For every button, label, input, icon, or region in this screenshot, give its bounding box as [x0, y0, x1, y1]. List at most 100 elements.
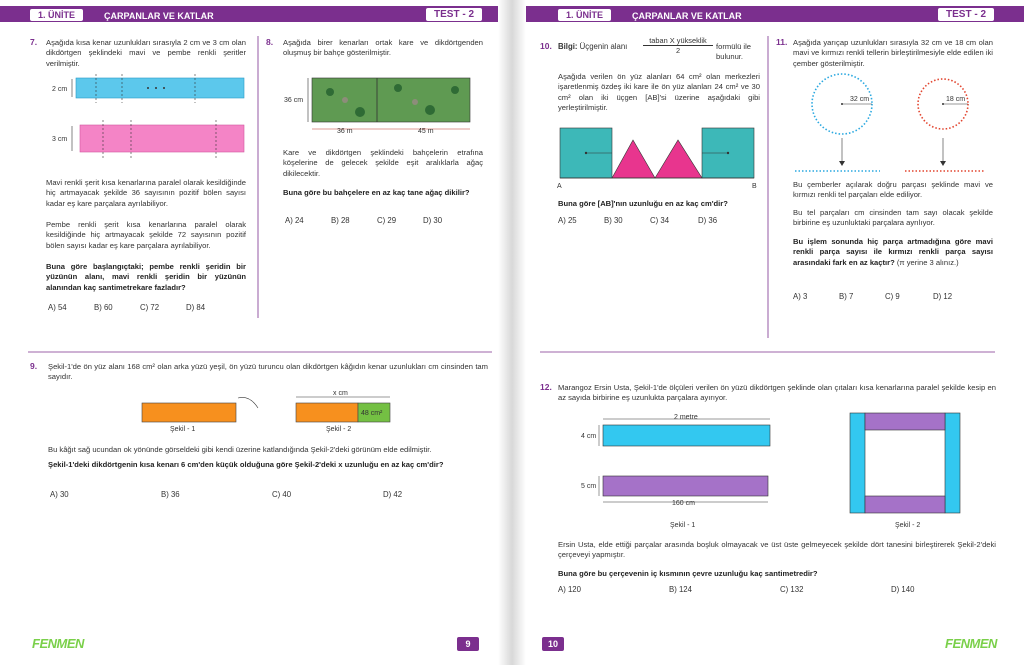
paragraph: Aşağıda yarıçap uzunlukları sırasıyla 32…: [793, 38, 993, 68]
paragraph: Bu tel parçaları cm cinsinden tam sayı o…: [793, 208, 993, 228]
unit: 1. ÜNİTE: [30, 9, 84, 21]
paragraph: Marangoz Ersin Usta, Şekil-1'de ölçüleri…: [558, 383, 996, 403]
question: Buna göre bu bahçelere en az kaç tane ağ…: [283, 188, 470, 197]
options: A) 120 B) 124 C) 132 D) 140: [558, 585, 914, 594]
label: 4 cm: [581, 433, 596, 440]
option: C) 72: [140, 303, 160, 312]
denominator: 2: [675, 46, 681, 55]
q7-figure: 2 cm 3 cm: [52, 74, 245, 158]
info-tail: formülü ile bulunur.: [716, 42, 752, 62]
paragraph: Aşağıda birer kenarları ortak kare ve di…: [283, 38, 483, 58]
option: B) 28: [331, 216, 350, 225]
label: 36 cm: [284, 97, 303, 104]
page-number: 9: [457, 637, 479, 651]
numerator: taban X yükseklik: [643, 36, 713, 46]
question: Bu işlem sonunda hiç parça artmadığına g…: [793, 237, 993, 267]
paragraph: Aşağıda verilen ön yüz alanları 64 cm² o…: [558, 72, 760, 113]
q12-figure: 2 metre 4 cm 5 cm 160 cm Şekil - 1 Şekil…: [581, 412, 961, 529]
option: B) 7: [839, 292, 854, 301]
question-number: 8.: [266, 37, 274, 47]
option: A) 120: [558, 585, 581, 594]
option: D) 36: [698, 216, 718, 225]
option: C) 9: [885, 292, 900, 301]
option: C) 34: [650, 216, 670, 225]
option: A) 25: [558, 216, 577, 225]
header-bar: [526, 6, 1024, 22]
q8-figure: 36 cm 36 m 45 m: [284, 77, 471, 135]
paragraph: Şekil-1'de ön yüz alanı 168 cm² olan ark…: [48, 362, 488, 382]
header-title: ÇARPANLAR VE KATLAR: [632, 11, 742, 21]
info-lead: Bilgi:: [558, 42, 578, 51]
paragraph: Mavi renkli şerit kısa kenarlarına paral…: [46, 178, 246, 208]
label: 48 cm²: [361, 410, 383, 417]
question: Şekil-1'deki dikdörtgenin kısa kenarı 6 …: [48, 460, 444, 469]
paragraph: Kare ve dikdörtgen şeklindeki bahçelerin…: [283, 148, 483, 178]
options: A) 25 B) 30 C) 34 D) 36: [558, 216, 717, 225]
label: 45 m: [418, 128, 434, 135]
label: A: [557, 183, 562, 190]
label: 36 m: [337, 128, 353, 135]
option: A) 3: [793, 292, 808, 301]
question: Buna göre bu çerçevenin iç kısmının çevr…: [558, 569, 818, 578]
label: 160 cm: [672, 500, 695, 507]
paragraph: Pembe renkli şerit kısa kenarlarına para…: [46, 220, 246, 250]
header-title: ÇARPANLAR VE KATLAR: [104, 11, 214, 21]
info-text: Üçgenin alanı: [579, 42, 628, 51]
label: B: [752, 183, 757, 190]
page-number: 10: [542, 637, 564, 651]
label: 32 cm: [850, 96, 869, 103]
options: A) 24 B) 28 C) 29 D) 30: [285, 216, 442, 225]
label: Şekil - 2: [326, 426, 351, 433]
option: D) 12: [933, 292, 953, 301]
option: C) 29: [377, 216, 397, 225]
label: x cm: [333, 390, 348, 397]
paragraph: Bu çemberler açılarak doğru parçası şekl…: [793, 180, 993, 200]
label: 2 cm: [52, 86, 67, 93]
question-number: 10.: [540, 41, 552, 51]
test-label: TEST - 2: [426, 8, 483, 21]
question-block: Bu işlem sonunda hiç parça artmadığına g…: [793, 237, 993, 268]
label: Şekil - 2: [895, 522, 920, 529]
option: D) 30: [423, 216, 443, 225]
logo: FENMEN: [32, 636, 84, 651]
option: D) 42: [383, 490, 403, 499]
option: B) 124: [669, 585, 692, 594]
label: 5 cm: [581, 483, 596, 490]
paragraph: Bu kâğıt sağ ucundan ok yönünde görselde…: [48, 445, 432, 454]
options: A) 30 B) 36 C) 40 D) 42: [50, 490, 402, 499]
option: C) 132: [780, 585, 804, 594]
question-number: 9.: [30, 361, 38, 371]
options: A) 3 B) 7 C) 9 D) 12: [793, 292, 952, 301]
header-bar: [0, 6, 498, 22]
option: C) 40: [272, 490, 292, 499]
label: 18 cm: [946, 96, 965, 103]
question-number: 11.: [776, 37, 788, 47]
gutter: [498, 0, 526, 665]
option: B) 60: [94, 303, 113, 312]
info: Bilgi: Üçgenin alanı: [558, 42, 768, 52]
option: D) 140: [891, 585, 915, 594]
label: Şekil - 1: [670, 522, 695, 529]
option: A) 54: [48, 303, 67, 312]
q11-figure: 32 cm 18 cm: [795, 73, 985, 172]
q10-figure: A B: [557, 127, 757, 190]
paragraph: Ersin Usta, elde ettiği parçalar arasınd…: [558, 540, 996, 560]
question: Buna göre başlangıçtaki; pembe renkli şe…: [46, 262, 246, 292]
question-number: 7.: [30, 37, 38, 47]
question: Buna göre [AB]'nın uzunluğu en az kaç cm…: [558, 199, 728, 208]
option: B) 30: [604, 216, 623, 225]
test-label: TEST - 2: [938, 8, 995, 21]
note: (π yerine 3 alınız.): [896, 257, 959, 267]
paragraph: Aşağıda kısa kenar uzunlukları sırasıyla…: [46, 38, 246, 68]
option: D) 84: [186, 303, 206, 312]
unit: 1. ÜNİTE: [558, 9, 612, 21]
label: 3 cm: [52, 136, 67, 143]
option: A) 24: [285, 216, 304, 225]
options: A) 54 B) 60 C) 72 D) 84: [48, 303, 205, 312]
q9-figure: Şekil - 1 x cm 48 cm² Şekil - 2: [141, 390, 391, 433]
option: A) 30: [50, 490, 69, 499]
label: Şekil - 1: [170, 426, 195, 433]
option: B) 36: [161, 490, 180, 499]
